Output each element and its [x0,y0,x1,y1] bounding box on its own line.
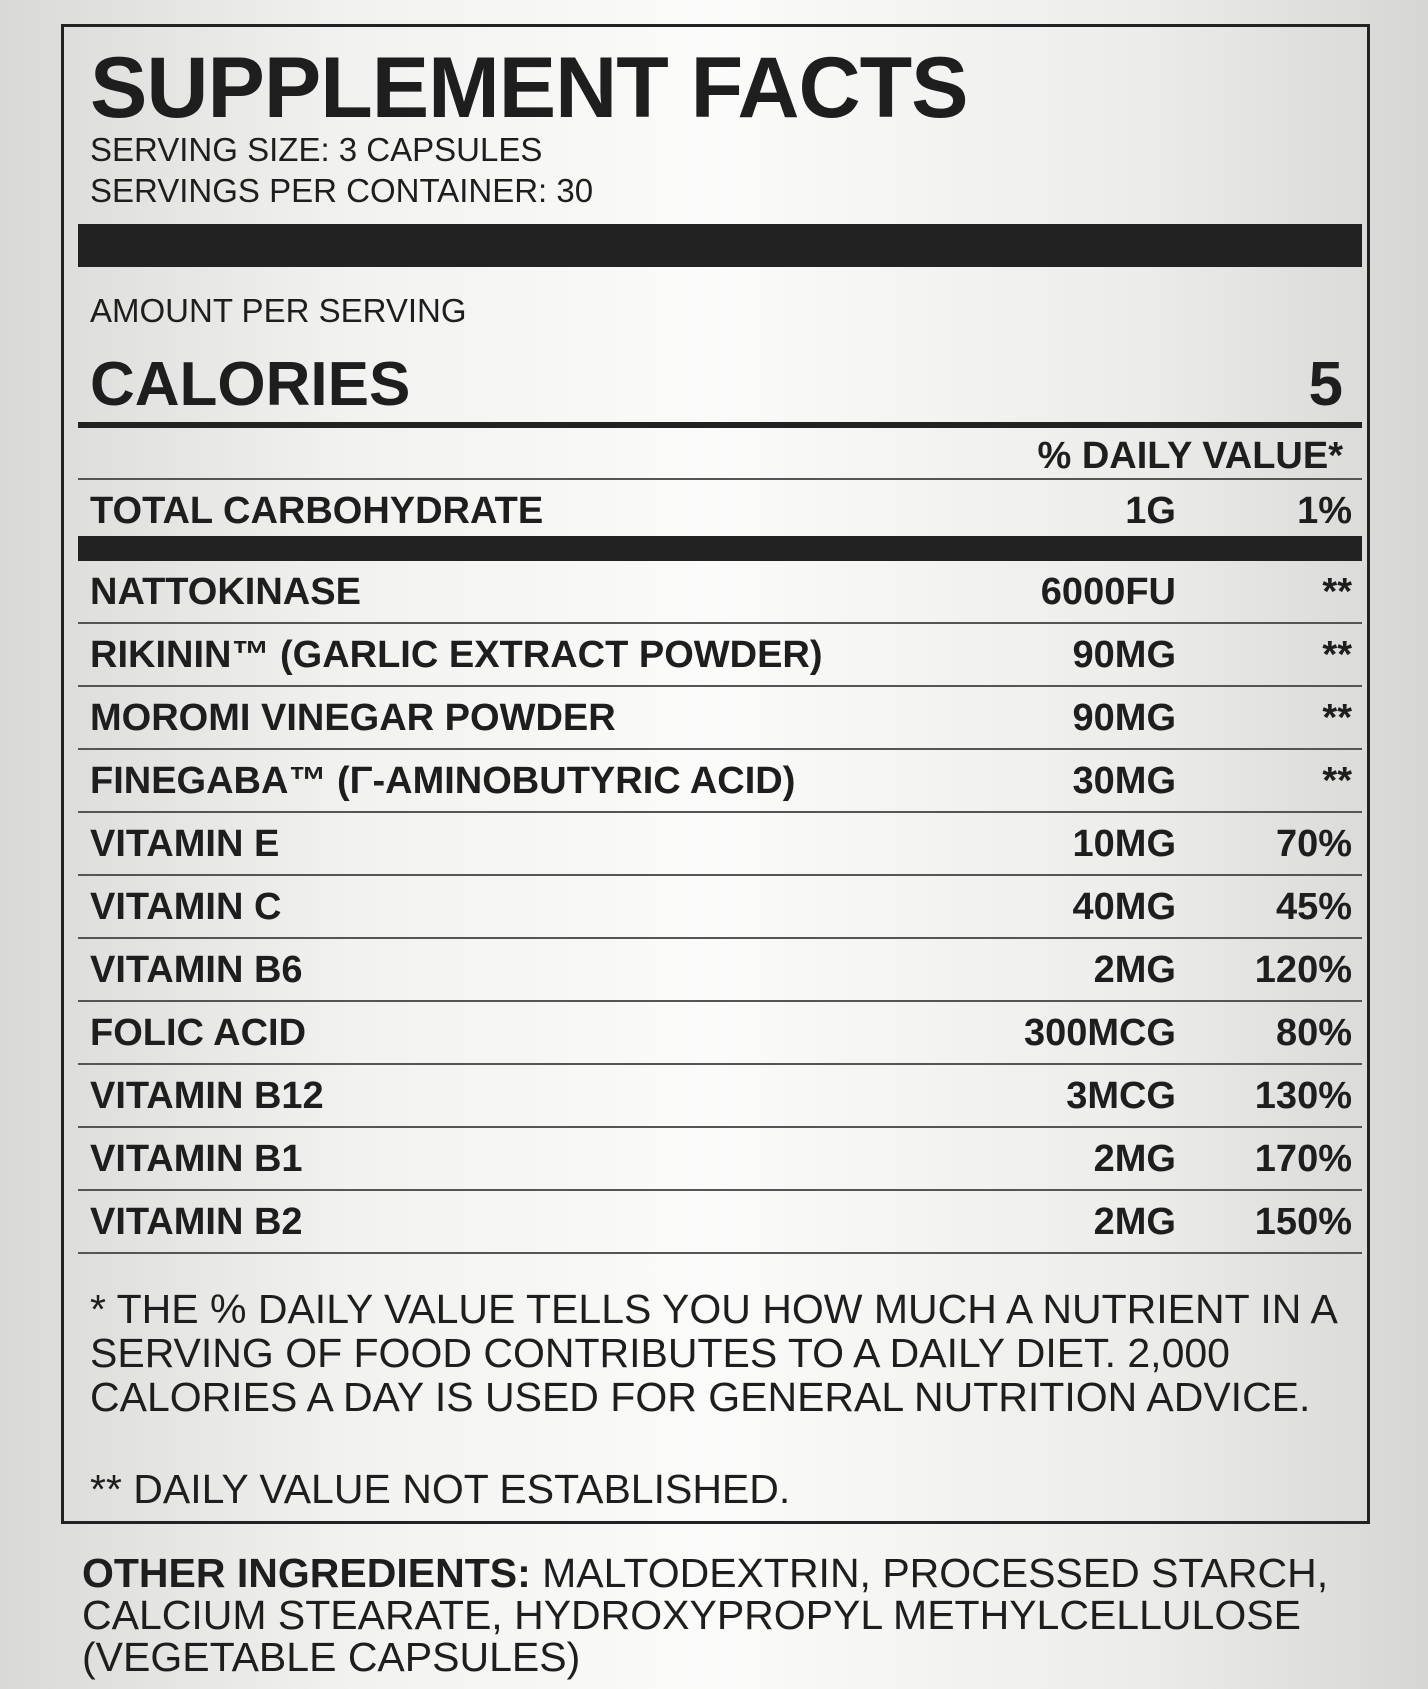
nutrient-amount: 300MCG [1023,1012,1176,1054]
servings-per-container: SERVINGS PER CONTAINER: 30 [90,172,594,209]
divider [78,937,1362,939]
nutrient-amount: 90MG [1072,634,1176,676]
divider [78,811,1362,813]
ingredient-row: VITAMIN B1 2MG 170% [78,1128,1362,1191]
amount-per-serving: AMOUNT PER SERVING [90,292,467,329]
serving-size: SERVING SIZE: 3 CAPSULES [90,131,543,168]
nutrient-dv: 170% [1254,1138,1352,1180]
nutrient-name: VITAMIN B6 [90,949,303,991]
ingredient-row: VITAMIN C 40MG 45% [78,876,1362,939]
nutrient-name: VITAMIN B12 [90,1075,324,1117]
nutrient-dv: 70% [1275,823,1352,865]
nutrient-dv: 150% [1254,1201,1352,1243]
divider [78,1126,1362,1128]
nutrient-name: VITAMIN B2 [90,1201,303,1243]
ingredient-row: RIKININ™ (GARLIC EXTRACT POWDER) 90MG ** [78,624,1362,687]
calories-divider [78,422,1362,428]
nutrient-name: VITAMIN B1 [90,1138,303,1180]
nutrient-dv: 1% [1297,490,1352,532]
nutrient-name: NATTOKINASE [90,571,361,613]
divider [78,874,1362,876]
ingredient-row: FOLIC ACID 300MCG 80% [78,1002,1362,1065]
divider [78,622,1362,624]
thick-divider [78,536,1362,561]
nutrient-name: VITAMIN E [90,823,280,865]
ingredient-row: VITAMIN B12 3MCG 130% [78,1065,1362,1128]
nutrient-name: RIKININ™ (GARLIC EXTRACT POWDER) [90,634,823,676]
other-ingredients-label: OTHER INGREDIENTS: [82,1550,531,1596]
ingredient-row: MOROMI VINEGAR POWDER 90MG ** [78,687,1362,750]
divider [78,1189,1362,1191]
calories-label: CALORIES [90,350,411,419]
ingredient-row: VITAMIN B2 2MG 150% [78,1191,1362,1254]
footnote-not-established: ** DAILY VALUE NOT ESTABLISHED. [90,1466,791,1512]
nutrient-name: TOTAL CARBOHYDRATE [90,490,544,532]
divider [78,748,1362,750]
nutrient-name: FINEGABA™ (Γ-AMINOBUTYRIC ACID) [90,760,796,802]
nutrient-amount: 90MG [1072,697,1176,739]
nutrient-amount: 2MG [1093,949,1176,991]
nutrient-dv: 120% [1254,949,1352,991]
nutrient-dv: 80% [1275,1012,1352,1054]
divider [78,1063,1362,1065]
nutrient-amount: 1G [1125,490,1176,532]
ingredient-row: VITAMIN E 10MG 70% [78,813,1362,876]
other-ingredients-list: MALTODEXTRIN, PROCESSED STARCH, CALCIUM … [82,1550,1329,1680]
nutrient-name: MOROMI VINEGAR POWDER [90,697,616,739]
ingredient-row: VITAMIN B6 2MG 120% [78,939,1362,1002]
divider [78,478,1362,480]
calories-value: 5 [1308,350,1343,419]
ingredient-row: FINEGABA™ (Γ-AMINOBUTYRIC ACID) 30MG ** [78,750,1362,813]
nutrient-name: VITAMIN C [90,886,282,928]
nutrient-name: FOLIC ACID [90,1012,307,1054]
divider [78,1000,1362,1002]
nutrient-amount: 2MG [1093,1138,1176,1180]
nutrient-dv: ** [1322,634,1352,676]
panel-title: SUPPLEMENT FACTS [90,40,969,136]
nutrient-amount: 3MCG [1066,1075,1176,1117]
divider [78,1252,1362,1254]
nutrient-dv: ** [1322,760,1352,802]
total-carb-row: TOTAL CARBOHYDRATE 1G 1% [78,480,1362,543]
ingredient-row: NATTOKINASE 6000FU ** [78,561,1362,624]
nutrient-amount: 6000FU [1040,571,1176,613]
nutrient-amount: 10MG [1072,823,1176,865]
daily-value-header: % DAILY VALUE* [1037,435,1343,477]
nutrient-dv: ** [1322,571,1352,613]
thick-divider [78,224,1362,267]
other-ingredients: OTHER INGREDIENTS: MALTODEXTRIN, PROCESS… [82,1552,1382,1678]
footnote-daily-value: * THE % DAILY VALUE TELLS YOU HOW MUCH A… [90,1286,1336,1420]
nutrient-dv: ** [1322,697,1352,739]
divider [78,685,1362,687]
nutrient-amount: 2MG [1093,1201,1176,1243]
nutrient-amount: 30MG [1072,760,1176,802]
supplement-facts-panel: SUPPLEMENT FACTS SERVING SIZE: 3 CAPSULE… [61,24,1370,1524]
nutrient-dv: 130% [1254,1075,1352,1117]
nutrient-amount: 40MG [1072,886,1176,928]
nutrient-dv: 45% [1275,886,1352,928]
